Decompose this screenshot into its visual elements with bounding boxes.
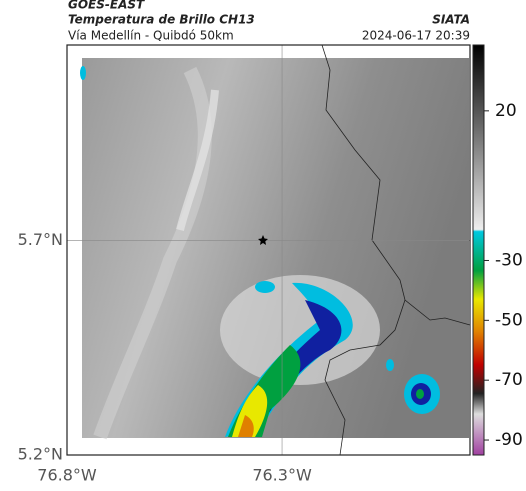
date: 2024-06-17 20:39	[362, 29, 470, 43]
map-frame	[66, 44, 471, 456]
product: GOES-EAST	[68, 0, 145, 12]
colorbar-tick-label: -70	[495, 370, 523, 390]
header: GOES-EAST Temperatura de Brillo CH13 SIA…	[68, 0, 470, 43]
subtitle: Vía Medellín - Quibdó 50km	[68, 29, 234, 43]
colorbar-tick-label: -50	[495, 310, 523, 330]
colorbar-tick-label: -90	[495, 430, 523, 450]
source: SIATA	[432, 13, 470, 27]
x-tick-label: 76.3°W	[252, 466, 312, 485]
colorbar-tick-label: -30	[495, 250, 523, 270]
y-tick-label: 5.2°N	[18, 445, 63, 464]
x-tick-label: 76.8°W	[37, 466, 97, 485]
colorbar-tick-label: 20	[495, 101, 517, 121]
station-marker	[258, 235, 268, 245]
title: Temperatura de Brillo CH13	[68, 13, 255, 27]
colorbar	[472, 44, 485, 456]
imagery	[80, 44, 471, 456]
y-tick-label: 5.7°N	[18, 230, 63, 249]
